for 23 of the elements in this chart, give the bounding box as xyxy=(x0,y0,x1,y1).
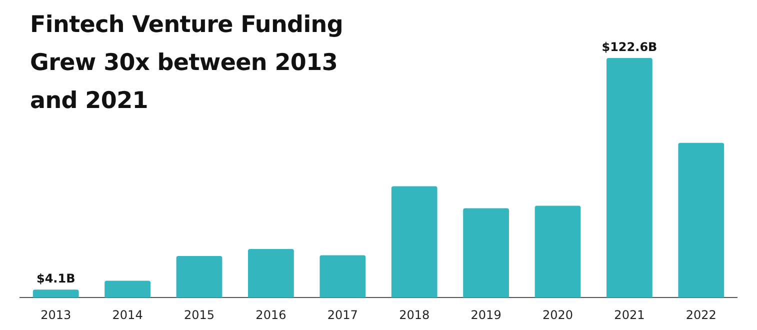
bar xyxy=(320,255,366,298)
x-tick-label: 2020 xyxy=(542,308,574,322)
data-label: $122.6B xyxy=(602,40,658,54)
x-tick-label: 2016 xyxy=(256,308,286,322)
data-label: $4.1B xyxy=(36,272,76,286)
bar xyxy=(678,142,724,298)
bar xyxy=(104,280,150,298)
x-tick-label: 2021 xyxy=(614,308,645,322)
bar xyxy=(606,58,652,298)
bar xyxy=(248,248,294,298)
x-tick-label: 2013 xyxy=(40,308,72,322)
bar xyxy=(391,186,438,298)
chart-title: Fintech Venture Funding Grew 30x between 2013 and 2021 xyxy=(30,11,344,116)
x-tick-label: 2019 xyxy=(470,308,502,322)
x-tick-label: 2018 xyxy=(399,308,430,322)
x-tick-label: 2015 xyxy=(184,308,215,322)
x-tick-label: 2022 xyxy=(686,308,716,322)
bar xyxy=(32,290,79,298)
bar xyxy=(463,208,509,298)
x-tick-label: 2017 xyxy=(327,308,358,322)
bar xyxy=(176,256,222,298)
x-tick-label: 2014 xyxy=(112,308,143,322)
bar xyxy=(534,206,581,298)
